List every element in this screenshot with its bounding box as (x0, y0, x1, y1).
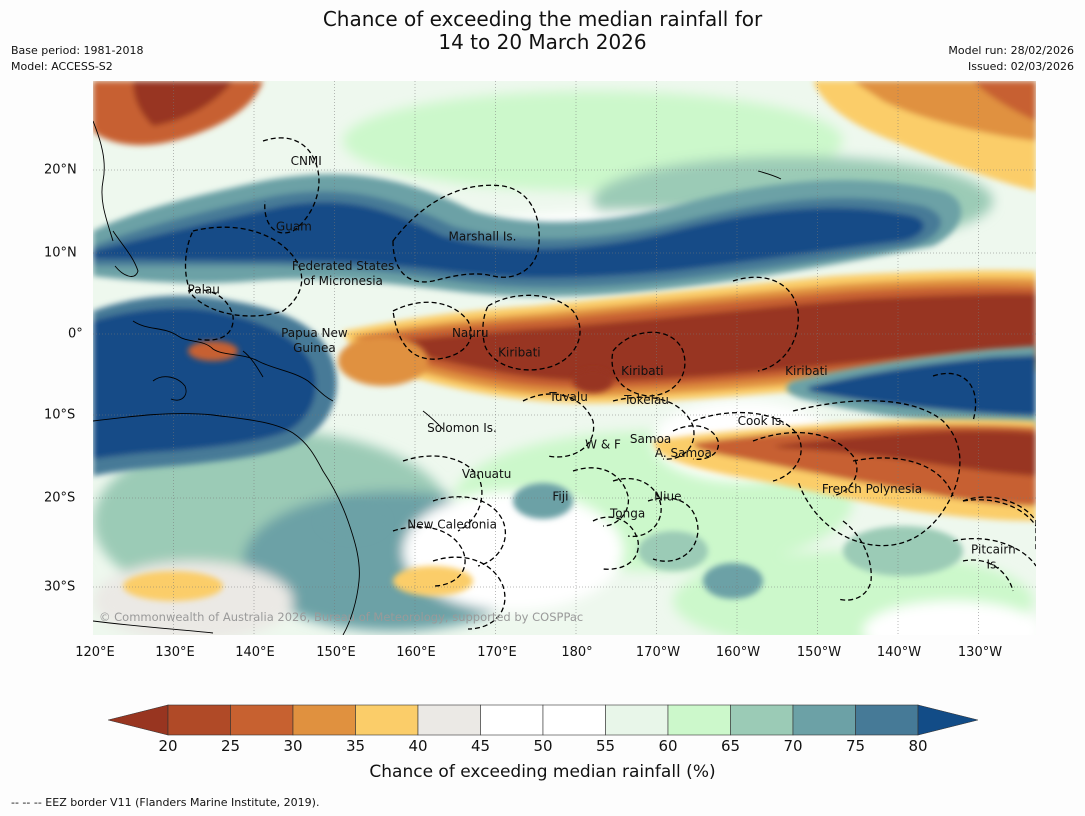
colorbar-tick-55: 55 (595, 737, 616, 755)
region-label-marshall-is-2: Marshall Is. (449, 229, 517, 243)
colorbar-tick-75: 75 (845, 737, 866, 755)
region-label-cook-is-14: Cook Is. (738, 414, 785, 428)
region-label-tonga-22: Tonga (609, 506, 645, 520)
colorbar-bin-75-80 (855, 704, 919, 736)
colorbar-bin-45-50 (480, 704, 544, 736)
meta-left: Base period: 1981-2018 Model: ACCESS-S2 (11, 43, 143, 75)
region-label-papua-new-6: Papua New (281, 326, 348, 340)
colorbar-bin-35-40 (355, 704, 419, 736)
colorbar-tick-40: 40 (408, 737, 428, 755)
lon-label-180: 180° (561, 645, 593, 660)
lat-label-20s: 20°S (44, 490, 76, 506)
colorbar-bin-55-60 (605, 704, 669, 736)
base-period: Base period: 1981-2018 (11, 44, 144, 57)
lat-label-10s: 10°S (44, 407, 76, 423)
region-label-a-samoa-17: A. Samoa (655, 446, 712, 460)
lon-label-140e: 140°E (235, 645, 275, 660)
colorbar-tick-25: 25 (220, 737, 241, 755)
colorbar-bin-60-65 (667, 704, 731, 736)
meta-right: Model run: 28/02/2026 Issued: 02/03/2026 (948, 43, 1074, 75)
colorbar-tick-45: 45 (470, 737, 491, 755)
region-label-samoa-15: Samoa (630, 432, 671, 446)
model-run: Model run: 28/02/2026 (948, 44, 1074, 57)
colorbar-tick-70: 70 (783, 737, 803, 755)
colorbar-bin-70-75 (792, 704, 856, 736)
region-label-fiji-20: Fiji (552, 490, 568, 504)
wet-band-north (93, 174, 962, 297)
map-title: Chance of exceeding the median rainfall … (0, 8, 1085, 54)
lat-label-20n: 20°N (44, 162, 77, 178)
region-label-kiribati-9: Kiribati (498, 345, 540, 359)
lon-label-160e: 160°E (396, 645, 436, 660)
copyright-notice: © Commonwealth of Australia 2026, Bureau… (99, 610, 583, 624)
title-line-1: Chance of exceeding the median rainfall … (322, 7, 763, 31)
lon-label-120e: 120°E (75, 645, 115, 660)
lon-label-170w: 170°W (635, 645, 681, 660)
region-label-tokelau-13: Tokelau (623, 393, 669, 407)
eez-borders (184, 137, 1036, 630)
lat-label-30s: 30°S (44, 579, 76, 595)
region-label-is-26: Is. (987, 558, 1001, 572)
colorbar-bin-20-25 (167, 704, 231, 736)
colorbar-high-arrow (917, 704, 978, 736)
region-label-palau-5: Palau (188, 282, 220, 296)
colorbar-label: Chance of exceeding median rainfall (%) (369, 762, 716, 782)
lon-label-130w: 130°W (957, 645, 1003, 660)
region-label-kiribati-11: Kiribati (785, 364, 827, 378)
region-label-cnmi-0: CNMI (291, 154, 322, 168)
dry-patches-north (93, 81, 1036, 191)
lon-label-160w: 160°W (715, 645, 761, 660)
colorbar-tick-65: 65 (720, 737, 741, 755)
graticule (93, 81, 1036, 635)
region-label-french-polynesia-23: French Polynesia (822, 482, 922, 496)
dry-patch-png (188, 336, 428, 386)
colorbar-bin-30-35 (292, 704, 356, 736)
coastlines (93, 120, 782, 635)
colorbar-bin-50-55 (542, 704, 606, 736)
title-line-2: 14 to 20 March 2026 (438, 30, 647, 54)
region-label-solomon-is-18: Solomon Is. (427, 421, 497, 435)
region-label-guinea-7: Guinea (293, 341, 336, 355)
issued-date: Issued: 02/03/2026 (967, 60, 1074, 73)
colorbar-bin-40-45 (417, 704, 481, 736)
region-label-vanuatu-19: Vanuatu (462, 467, 512, 481)
colorbar-tick-60: 60 (658, 737, 678, 755)
colorbar-tick-20: 20 (158, 737, 178, 755)
region-label-pitcairn-25: Pitcairn (971, 543, 1016, 557)
model-name: Model: ACCESS-S2 (11, 60, 113, 73)
region-label-guam-1: Guam (276, 219, 312, 233)
lat-label-0: 0° (68, 326, 83, 342)
lon-label-150w: 150°W (796, 645, 842, 660)
rainfall-map: CNMI Guam Marshall Is. Federated States of M… (93, 81, 1036, 635)
colorbar (108, 704, 978, 736)
lon-label-130e: 130°E (155, 645, 195, 660)
region-label-new-caledonia-24: New Caledonia (407, 517, 497, 531)
colorbar-bin-65-70 (730, 704, 794, 736)
region-label-nauru-8: Nauru (452, 326, 488, 340)
scattered-southern-patches (123, 369, 963, 601)
colorbar-bin-25-30 (230, 704, 294, 736)
lon-label-140w: 140°W (876, 645, 922, 660)
region-label-of-micronesia-4: of Micronesia (303, 274, 383, 288)
lon-label-150e: 150°E (316, 645, 356, 660)
colorbar-low-arrow (108, 704, 169, 736)
colorbar-tick-30: 30 (283, 737, 303, 755)
region-label-kiribati-10: Kiribati (621, 364, 663, 378)
dry-band-south (653, 419, 1036, 521)
colorbar-tick-50: 50 (533, 737, 553, 755)
region-label-niue-21: Niue (654, 490, 681, 504)
region-label-federated-states-3: Federated States (292, 259, 394, 273)
eez-legend: -- -- -- EEZ border V11 (Flanders Marine… (11, 796, 320, 809)
colorbar-tick-80: 80 (908, 737, 928, 755)
lon-label-170e: 170°E (477, 645, 517, 660)
region-label-tuvalu-12: Tuvalu (548, 390, 588, 404)
region-label-w-f-16: W & F (585, 438, 621, 452)
lat-label-10n: 10°N (44, 245, 77, 261)
colorbar-tick-35: 35 (345, 737, 366, 755)
